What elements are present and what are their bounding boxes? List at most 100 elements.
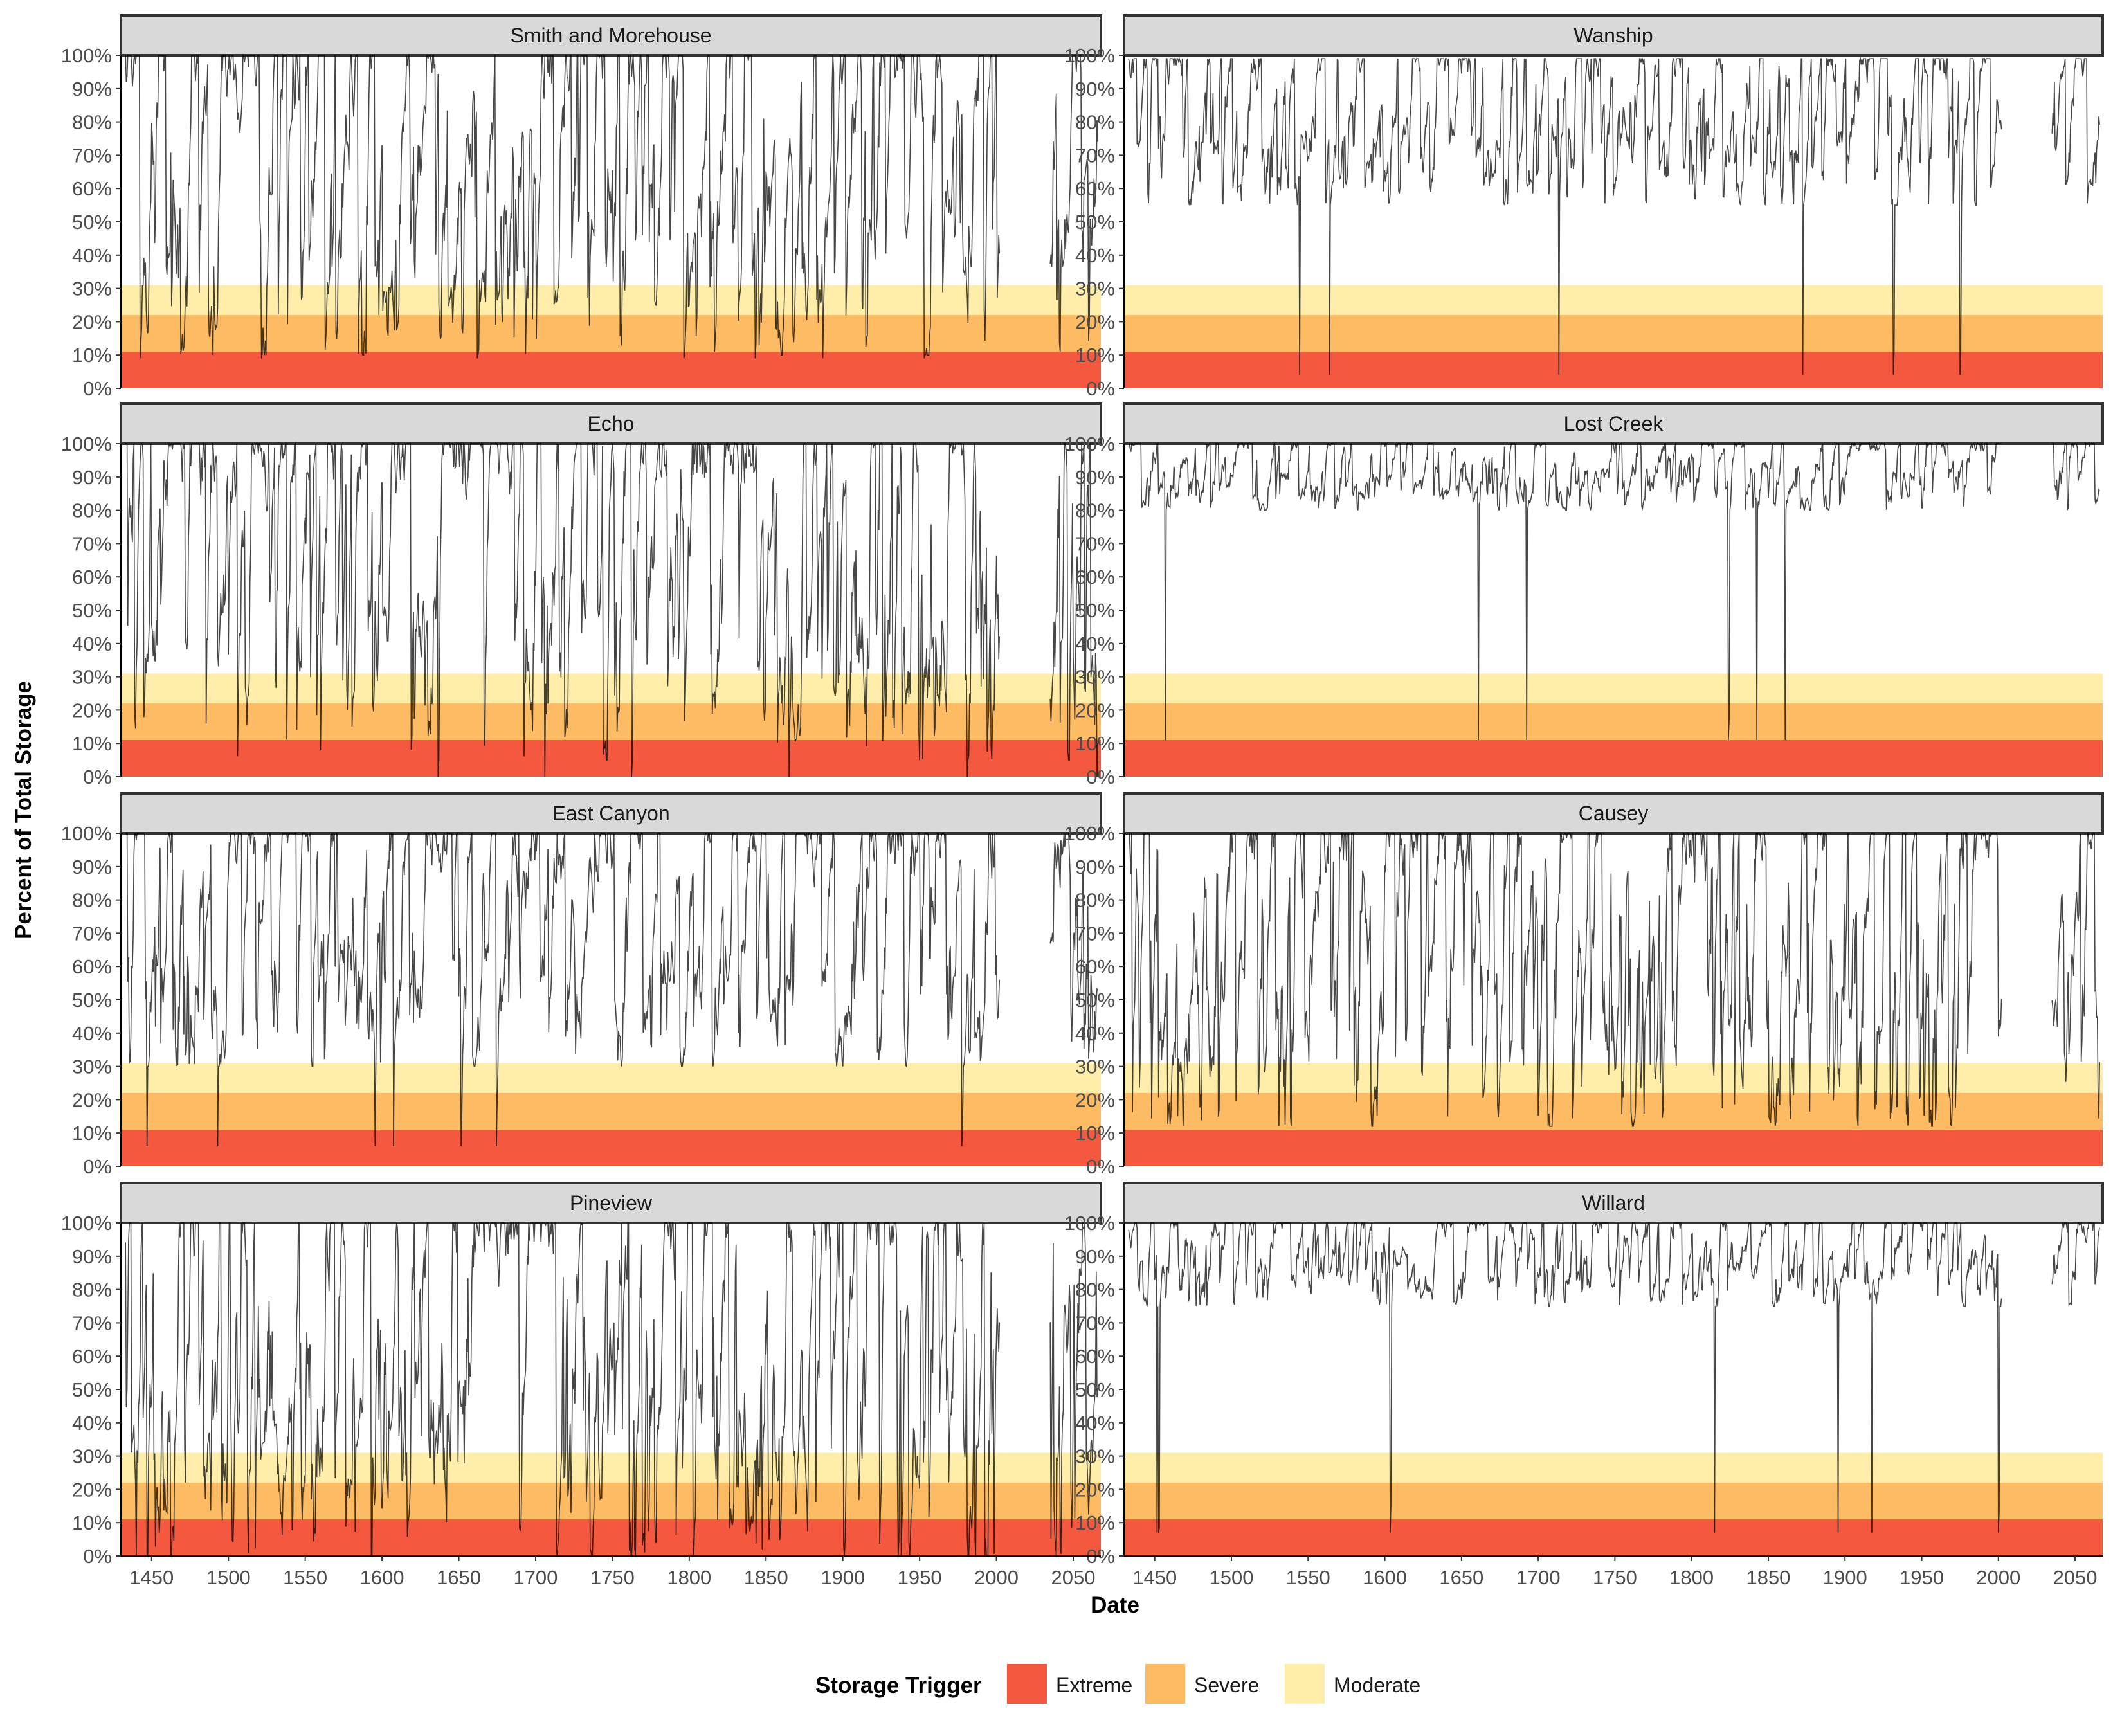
storage-trace <box>1049 833 1098 1059</box>
storage-trace <box>1128 57 2002 375</box>
storage-trace <box>125 53 1001 359</box>
moderate-band <box>121 1452 1101 1483</box>
moderate-band <box>121 673 1101 704</box>
legend-swatch-moderate <box>1285 1664 1325 1704</box>
y-tick-label: 80% <box>1075 500 1115 522</box>
y-tick-label: 20% <box>1075 1478 1115 1501</box>
extreme-band <box>121 1130 1101 1166</box>
extreme-band <box>1124 740 2103 777</box>
panel-strip <box>1123 14 2104 57</box>
y-tick-label: 10% <box>1075 344 1115 366</box>
legend-label-severe: Severe <box>1194 1674 1259 1697</box>
y-tick-label: 80% <box>1075 111 1115 134</box>
y-tick-label: 80% <box>72 111 112 134</box>
y-tick-label: 60% <box>72 955 112 978</box>
y-tick-label: 50% <box>72 1379 112 1401</box>
panel-causey: Causey 0% 10% 20% 30% 40% 50% 60% 70% 80% 90% 100% <box>1064 792 2104 1178</box>
severe-band <box>121 1483 1101 1520</box>
x-tick-label: 1950 <box>898 1566 942 1589</box>
x-tick-label: 1850 <box>1746 1566 1790 1589</box>
y-tick-label: 40% <box>72 633 112 655</box>
y-tick-label: 40% <box>1075 244 1115 267</box>
extreme-band <box>121 352 1101 388</box>
y-tick-label: 90% <box>1075 466 1115 489</box>
moderate-band <box>1124 1063 2103 1094</box>
y-tick-label: 90% <box>1075 1245 1115 1268</box>
moderate-band <box>1124 673 2103 704</box>
legend-label-moderate: Moderate <box>1334 1674 1420 1697</box>
y-tick-label: 30% <box>1075 1445 1115 1468</box>
x-tick-label: 1700 <box>1516 1566 1561 1589</box>
y-tick-label: 40% <box>72 244 112 267</box>
severe-band <box>1124 1093 2103 1130</box>
y-tick-label: 0% <box>1086 766 1115 788</box>
moderate-band <box>1124 285 2103 316</box>
storage-trace <box>125 442 1001 777</box>
y-tick-label: 50% <box>72 211 112 233</box>
x-tick-label: 2050 <box>1051 1566 1096 1589</box>
y-tick-label: 40% <box>1075 1412 1115 1434</box>
panel-echo: Echo 0% 10% 20% 30% 40% 50% 60% 70% 80% 90% 100% <box>61 402 1102 788</box>
y-tick-label: 0% <box>83 377 112 400</box>
y-tick-label: 30% <box>72 1445 112 1468</box>
panel-title: Echo <box>588 412 635 435</box>
legend-title: Storage Trigger <box>815 1673 982 1698</box>
storage-trace <box>2051 1221 2100 1307</box>
x-tick-label: 1600 <box>360 1566 404 1589</box>
storage-trace <box>125 831 1001 1146</box>
y-tick-label: 70% <box>72 532 112 555</box>
y-tick-label: 60% <box>72 1345 112 1368</box>
y-tick-label: 100% <box>61 433 112 455</box>
y-tick-label: 50% <box>1075 599 1115 622</box>
y-axis-title: Percent of Total Storage <box>11 681 36 939</box>
y-tick-label: 0% <box>1086 377 1115 400</box>
x-tick-label: 1900 <box>1823 1566 1867 1589</box>
panel-strip <box>1123 402 2104 445</box>
panel-strip <box>1123 1182 2104 1224</box>
y-tick-label: 20% <box>72 1478 112 1501</box>
y-tick-label: 60% <box>72 177 112 200</box>
panel-smith-and-morehouse: Smith and Morehouse 0% 10% 20% 30% 40% 50% 60% 7… <box>61 14 1102 400</box>
y-tick-label: 90% <box>1075 856 1115 878</box>
y-tick-label: 100% <box>1064 44 1115 67</box>
y-tick-label: 50% <box>1075 989 1115 1011</box>
panel-strip <box>1123 792 2104 835</box>
severe-band <box>121 1093 1101 1130</box>
y-tick-label: 10% <box>72 344 112 366</box>
chart-panels: Smith and Morehouse 0% 10% 20% 30% 40% 50% 60% 7… <box>61 14 2104 1568</box>
y-tick-label: 40% <box>1075 633 1115 655</box>
y-tick-label: 100% <box>1064 822 1115 845</box>
y-tick-label: 60% <box>1075 177 1115 200</box>
y-tick-label: 20% <box>72 1089 112 1111</box>
y-tick-label: 20% <box>1075 311 1115 333</box>
x-tick-label: 1650 <box>437 1566 481 1589</box>
y-tick-label: 10% <box>72 732 112 755</box>
y-tick-label: 90% <box>72 856 112 878</box>
y-tick-label: 30% <box>72 278 112 300</box>
storage-trace <box>1129 441 2002 741</box>
x-tick-label: 1900 <box>821 1566 865 1589</box>
y-tick-label: 30% <box>1075 666 1115 689</box>
y-tick-label: 60% <box>1075 955 1115 978</box>
storage-trace <box>1128 1221 2002 1533</box>
panel-title: Lost Creek <box>1564 412 1664 435</box>
panel-strip <box>120 14 1102 57</box>
x-tick-label: 1750 <box>1593 1566 1637 1589</box>
x-axis-title: Date <box>1091 1593 1139 1618</box>
x-tick-label: 1700 <box>513 1566 558 1589</box>
y-tick-label: 30% <box>72 1056 112 1078</box>
y-tick-label: 70% <box>72 1312 112 1334</box>
y-tick-label: 70% <box>1075 144 1115 167</box>
x-tick-label: 1600 <box>1363 1566 1407 1589</box>
x-tick-label: 1550 <box>1286 1566 1330 1589</box>
y-tick-label: 70% <box>1075 532 1115 555</box>
y-tick-label: 70% <box>72 922 112 945</box>
severe-band <box>1124 315 2103 352</box>
y-tick-label: 100% <box>1064 1212 1115 1234</box>
x-tick-label: 1500 <box>206 1566 251 1589</box>
y-tick-label: 50% <box>72 989 112 1011</box>
storage-trace <box>2051 58 2100 204</box>
extreme-band <box>1124 1130 2103 1166</box>
